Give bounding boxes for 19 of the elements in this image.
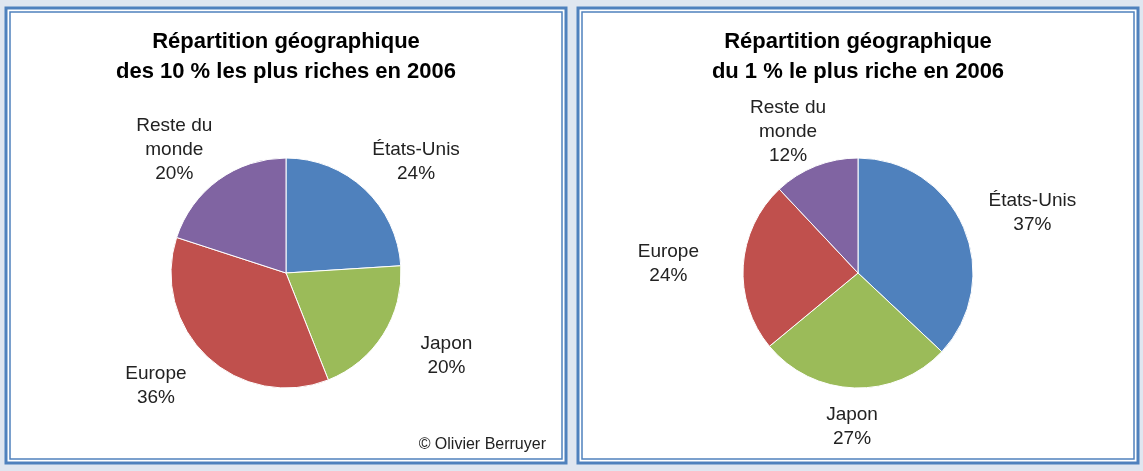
chart-title: Répartition géographique du 1 % le plus riche en 2006 (711, 28, 1005, 83)
data-label: 27% (833, 426, 872, 448)
data-label: 36% (136, 385, 176, 407)
data-label: 20% (427, 355, 466, 377)
slice-label: Europe (125, 361, 187, 383)
data-label: 20% (155, 162, 194, 184)
slice-label: Reste du monde (136, 114, 213, 160)
slice-label: Reste du monde (750, 95, 827, 141)
text: © Olivier Berruyer (418, 435, 547, 452)
data-label: 24% (649, 264, 688, 286)
data-label: 24% (397, 162, 436, 184)
slice-label: Japon (826, 402, 878, 424)
data-label: 37% (1013, 213, 1052, 235)
data-label: 12% (769, 143, 808, 165)
slice-label: Japon (420, 331, 473, 353)
slice-label: États-Unis (372, 138, 460, 160)
chart-title: Répartition géographique des 10 % les plus riches en 2006 (116, 28, 456, 83)
slice-label: Europe (637, 240, 700, 262)
slice-label: États-Unis (988, 189, 1077, 211)
